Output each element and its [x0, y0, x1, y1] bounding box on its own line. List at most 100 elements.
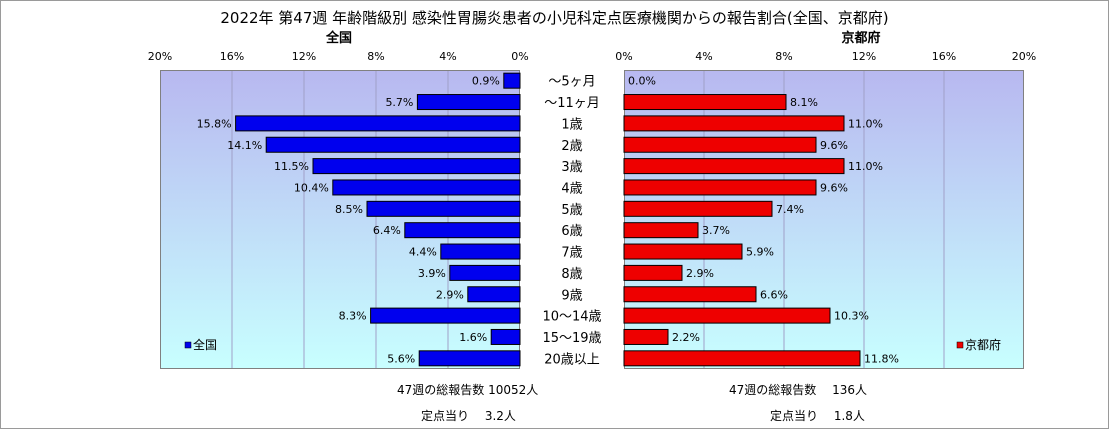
national-bar	[418, 350, 521, 367]
age-category-label: 6歳	[561, 224, 582, 239]
national-value-label: 3.9%	[418, 267, 446, 280]
national-value-label: 6.4%	[373, 224, 401, 237]
kyoto-bar	[623, 350, 861, 367]
age-category-labels: ～5ヶ月 ～11ヶ月 1歳 2歳 3歳 4歳 5歳 6歳 7歳 8歳 9歳 10～14歳 15～19歳 2…	[542, 75, 601, 368]
age-category-label: 15～19歳	[542, 331, 601, 346]
kyoto-plot-area: 0% 4% 8% 12% 16% 20%0.0%8.1%11.0%9.6%11.0%9.6…	[615, 50, 1036, 369]
kyoto-value-label: 9.6%	[820, 181, 848, 194]
kyoto-value-label: 2.9%	[686, 267, 714, 280]
national-legend-swatch	[184, 341, 192, 349]
age-category-label: 1歳	[561, 117, 582, 132]
kyoto-bar	[623, 243, 743, 260]
kyoto-bar	[623, 136, 817, 153]
national-bar	[440, 243, 521, 260]
national-value-label: 4.4%	[409, 246, 437, 259]
national-value-label: 8.5%	[335, 203, 363, 216]
kyoto-value-label: 10.3%	[834, 310, 869, 323]
age-category-label: ～5ヶ月	[548, 75, 595, 90]
kyoto-bar	[623, 200, 773, 217]
national-tick-label: 12%	[292, 50, 316, 63]
national-value-label: 0.9%	[472, 75, 500, 88]
age-category-label: 3歳	[561, 160, 582, 175]
national-bar	[416, 94, 521, 111]
national-tick-label: 0%	[511, 50, 528, 63]
national-tick-label: 20%	[148, 50, 172, 63]
kyoto-tick-label: 20%	[1012, 50, 1036, 63]
kyoto-value-label: 8.1%	[790, 96, 818, 109]
age-category-label: 10～14歳	[542, 310, 601, 325]
kyoto-legend-label: 京都府	[965, 337, 1001, 352]
national-plot-area: 0% 4% 8% 12% 16% 20% 0.9% 5.7% 15.8% 14.1% 11.5% 10…	[148, 50, 529, 369]
kyoto-value-label: 2.2%	[672, 331, 700, 344]
kyoto-value-label: 6.6%	[760, 288, 788, 301]
national-value-label: 5.7%	[385, 96, 413, 109]
national-bar	[312, 158, 521, 175]
chart-title: 2022年 第47週 年齢階級別 感染性胃腸炎患者の小児科定点医療機関からの報告…	[220, 9, 889, 27]
national-per-sentinel: 定点当り 3.2人	[421, 409, 516, 423]
kyoto-value-label: 11.0%	[848, 160, 883, 173]
national-value-label: 11.5%	[274, 160, 309, 173]
national-bar	[265, 136, 521, 153]
kyoto-tick-label: 8%	[775, 50, 792, 63]
age-category-label: 9歳	[561, 288, 582, 303]
national-value-label: 10.4%	[294, 181, 329, 194]
kyoto-bar	[623, 115, 845, 132]
national-plot-border	[160, 70, 520, 369]
kyoto-bar	[623, 158, 845, 175]
kyoto-tick-label: 16%	[932, 50, 956, 63]
national-panel-title: 全国	[325, 31, 353, 46]
kyoto-legend-swatch	[956, 341, 964, 349]
kyoto-tick-label: 0%	[615, 50, 632, 63]
national-plot-background	[160, 70, 520, 369]
kyoto-plot-background	[624, 70, 1024, 369]
kyoto-plot-border	[624, 70, 1024, 369]
national-bar	[235, 115, 521, 132]
kyoto-panel-title: 京都府	[841, 31, 881, 46]
kyoto-value-label: 5.9%	[746, 246, 774, 259]
national-bar	[404, 222, 521, 239]
national-legend-label: 全国	[193, 337, 217, 352]
national-bar	[490, 328, 521, 345]
national-value-label: 5.6%	[387, 352, 415, 365]
kyoto-bar	[623, 222, 699, 239]
kyoto-bar	[623, 179, 817, 196]
age-category-label: 4歳	[561, 181, 582, 196]
national-value-label: 14.1%	[227, 139, 262, 152]
kyoto-value-label: 11.0%	[848, 117, 883, 130]
age-category-label: 5歳	[561, 203, 582, 218]
national-bar	[503, 72, 521, 89]
national-value-label: 8.3%	[339, 310, 367, 323]
national-bar	[366, 200, 521, 217]
national-tick-label: 8%	[367, 50, 384, 63]
national-bar	[467, 286, 521, 303]
kyoto-tick-label: 12%	[852, 50, 876, 63]
national-bar	[370, 307, 521, 324]
kyoto-bar	[623, 264, 683, 281]
national-tick-label: 16%	[220, 50, 244, 63]
kyoto-bar	[623, 286, 757, 303]
kyoto-value-label: 11.8%	[864, 352, 899, 365]
national-bar	[449, 264, 521, 281]
kyoto-total-reports: 47週の総報告数 136人	[729, 383, 867, 397]
age-category-label: 8歳	[561, 267, 582, 282]
kyoto-bar	[623, 94, 787, 111]
kyoto-value-label: 0.0%	[628, 75, 656, 88]
national-tick-label: 4%	[439, 50, 456, 63]
age-category-label: 7歳	[561, 246, 582, 261]
age-category-label: ～11ヶ月	[544, 96, 600, 111]
kyoto-bar	[623, 307, 831, 324]
kyoto-value-label: 7.4%	[776, 203, 804, 216]
national-total-reports: 47週の総報告数 10052人	[397, 383, 539, 397]
kyoto-tick-label: 4%	[695, 50, 712, 63]
national-value-label: 15.8%	[197, 117, 232, 130]
kyoto-bar	[623, 328, 669, 345]
kyoto-value-label: 3.7%	[702, 224, 730, 237]
national-value-label: 1.6%	[459, 331, 487, 344]
national-value-label: 2.9%	[436, 288, 464, 301]
kyoto-per-sentinel: 定点当り 1.8人	[770, 409, 865, 423]
age-category-label: 2歳	[561, 139, 582, 154]
national-bar	[332, 179, 521, 196]
age-category-label: 20歳以上	[544, 352, 600, 367]
kyoto-value-label: 9.6%	[820, 139, 848, 152]
